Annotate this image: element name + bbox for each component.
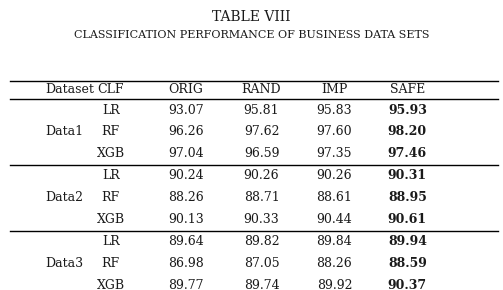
- Text: CLF: CLF: [98, 84, 124, 97]
- Text: 87.05: 87.05: [244, 257, 279, 270]
- Text: TABLE VIII: TABLE VIII: [212, 10, 291, 24]
- Text: 90.37: 90.37: [388, 279, 427, 290]
- Text: 86.98: 86.98: [168, 257, 204, 270]
- Text: 97.35: 97.35: [317, 147, 352, 160]
- Text: 95.93: 95.93: [388, 104, 427, 117]
- Text: LR: LR: [102, 235, 120, 248]
- Text: 88.59: 88.59: [388, 257, 427, 270]
- Text: 88.61: 88.61: [316, 191, 353, 204]
- Text: 97.46: 97.46: [388, 147, 427, 160]
- Text: Dataset: Dataset: [45, 84, 94, 97]
- Text: 88.71: 88.71: [243, 191, 280, 204]
- Text: XGB: XGB: [97, 147, 125, 160]
- Text: 96.59: 96.59: [244, 147, 279, 160]
- Text: RF: RF: [102, 257, 120, 270]
- Text: 97.62: 97.62: [244, 126, 279, 139]
- Text: RF: RF: [102, 191, 120, 204]
- Text: XGB: XGB: [97, 213, 125, 226]
- Text: 89.74: 89.74: [244, 279, 279, 290]
- Text: 97.60: 97.60: [317, 126, 352, 139]
- Text: 90.24: 90.24: [169, 169, 204, 182]
- Text: 97.04: 97.04: [169, 147, 204, 160]
- Text: 89.92: 89.92: [317, 279, 352, 290]
- Text: RAND: RAND: [242, 84, 281, 97]
- Text: 89.77: 89.77: [169, 279, 204, 290]
- Text: 88.95: 88.95: [388, 191, 427, 204]
- Text: RF: RF: [102, 126, 120, 139]
- Text: 90.33: 90.33: [243, 213, 280, 226]
- Text: XGB: XGB: [97, 279, 125, 290]
- Text: 89.64: 89.64: [168, 235, 204, 248]
- Text: 90.44: 90.44: [316, 213, 353, 226]
- Text: LR: LR: [102, 169, 120, 182]
- Text: 90.61: 90.61: [388, 213, 427, 226]
- Text: 90.31: 90.31: [388, 169, 427, 182]
- Text: CLASSIFICATION PERFORMANCE OF BUSINESS DATA SETS: CLASSIFICATION PERFORMANCE OF BUSINESS D…: [74, 30, 429, 40]
- Text: 90.13: 90.13: [168, 213, 204, 226]
- Text: 90.26: 90.26: [317, 169, 352, 182]
- Text: 95.83: 95.83: [317, 104, 352, 117]
- Text: 89.84: 89.84: [316, 235, 353, 248]
- Text: 93.07: 93.07: [169, 104, 204, 117]
- Text: 96.26: 96.26: [169, 126, 204, 139]
- Text: Data1: Data1: [45, 126, 83, 139]
- Text: ORIG: ORIG: [169, 84, 204, 97]
- Text: 88.26: 88.26: [316, 257, 353, 270]
- Text: 89.82: 89.82: [244, 235, 279, 248]
- Text: IMP: IMP: [321, 84, 348, 97]
- Text: 98.20: 98.20: [388, 126, 427, 139]
- Text: Data3: Data3: [45, 257, 83, 270]
- Text: 88.26: 88.26: [168, 191, 204, 204]
- Text: SAFE: SAFE: [390, 84, 425, 97]
- Text: 90.26: 90.26: [244, 169, 279, 182]
- Text: LR: LR: [102, 104, 120, 117]
- Text: 89.94: 89.94: [388, 235, 427, 248]
- Text: Data2: Data2: [45, 191, 83, 204]
- Text: 95.81: 95.81: [244, 104, 279, 117]
